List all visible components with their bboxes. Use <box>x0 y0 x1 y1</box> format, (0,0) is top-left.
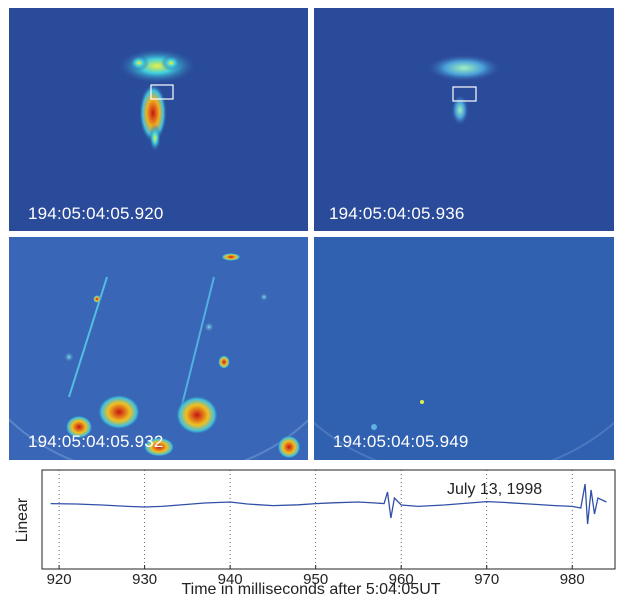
y-axis-label: Linear <box>14 497 31 542</box>
waveform-trace <box>50 483 607 525</box>
plot-frame <box>41 469 616 570</box>
x-tick-label: 950 <box>303 571 328 588</box>
timestamp-label: 194:05:04:05.920 <box>28 204 164 223</box>
x-tick-label: 970 <box>474 571 499 588</box>
frame-panel-4: 194:05:04:05.949 <box>314 237 614 460</box>
frame-image-4 <box>314 237 614 460</box>
timestamp-label: 194:05:04:05.932 <box>28 432 164 451</box>
frame-panel-1: 194:05:04:05.920 <box>9 8 308 231</box>
x-gridlines <box>58 470 573 569</box>
frame-panel-2: 194:05:04:05.936 <box>314 8 614 231</box>
x-axis-ticks: 920 930 940 950 960 970 980 <box>47 565 585 588</box>
timestamp-label: 194:05:04:05.936 <box>329 204 465 223</box>
frame-panel-3: 194:05:04:05.932 <box>9 237 308 460</box>
x-axis-label: Time in milliseconds after 5:04:05UT <box>181 581 440 598</box>
frame-image-2 <box>314 8 614 231</box>
x-tick-label: 960 <box>389 571 414 588</box>
x-tick-label: 980 <box>560 571 585 588</box>
frame-image-1 <box>9 8 308 231</box>
x-tick-label: 920 <box>47 571 72 588</box>
x-tick-label: 930 <box>132 571 157 588</box>
x-tick-label: 940 <box>218 571 243 588</box>
timestamp-label: 194:05:04:05.949 <box>333 432 469 451</box>
chart-annotation: July 13, 1998 <box>447 481 542 498</box>
frame-image-3 <box>9 237 308 460</box>
waveform-chart: 920 930 940 950 960 970 980 July 13, 1998 Line… <box>14 469 616 598</box>
